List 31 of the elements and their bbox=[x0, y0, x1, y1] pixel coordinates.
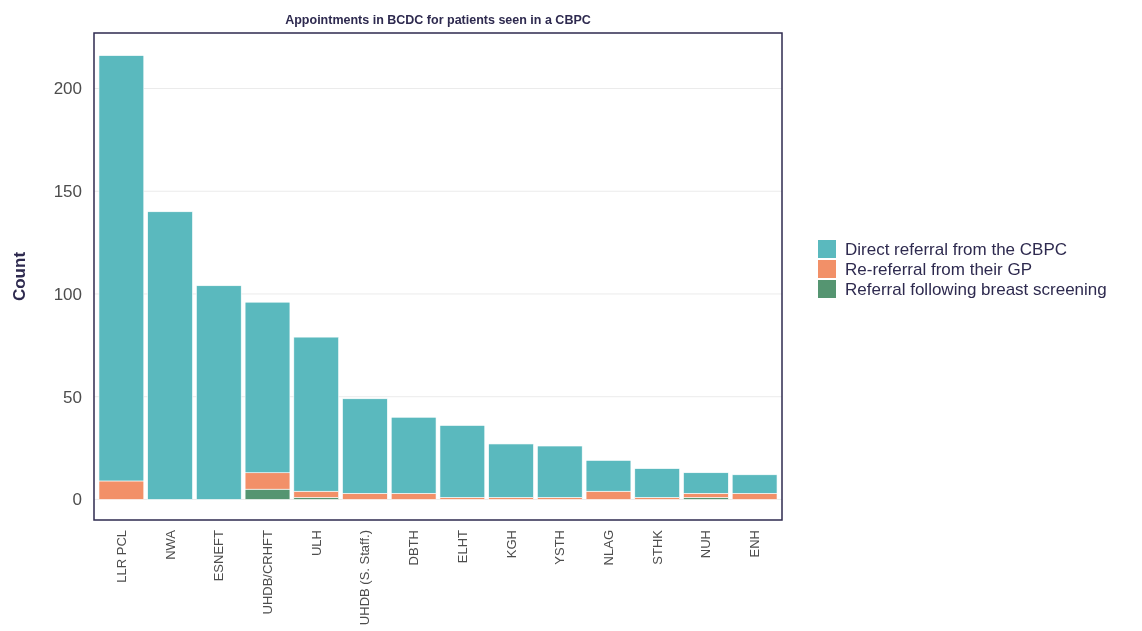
legend-label: Referral following breast screening bbox=[845, 279, 1107, 299]
bar bbox=[147, 211, 193, 500]
bar bbox=[488, 443, 534, 498]
y-axis-title: Count bbox=[10, 251, 29, 302]
x-tick-label: ENH bbox=[747, 530, 763, 558]
y-tick-label: 50 bbox=[63, 387, 82, 407]
x-tick-label: STHK bbox=[649, 529, 665, 565]
x-tick-label: KGH bbox=[503, 530, 519, 559]
x-tick-label: NLAG bbox=[601, 530, 617, 566]
y-tick-label: 200 bbox=[53, 79, 82, 99]
y-tick-label: 100 bbox=[53, 284, 82, 304]
x-tick-label: UHDB (S. Staff.) bbox=[357, 530, 373, 626]
y-tick-label: 0 bbox=[72, 490, 82, 510]
x-tick-label: ULH bbox=[308, 530, 324, 557]
chart-title: Appointments in BCDC for patients seen in a CBPC bbox=[285, 13, 591, 27]
legend-label: Re-referral from their GP bbox=[845, 259, 1033, 279]
y-tick-label: 150 bbox=[53, 182, 82, 202]
bar bbox=[196, 285, 242, 500]
x-tick-label: NWA bbox=[162, 529, 178, 560]
bar bbox=[634, 468, 680, 498]
x-tick-label: YSTH bbox=[552, 530, 568, 565]
x-tick-label: ESNEFT bbox=[211, 529, 227, 582]
x-tick-label: NUH bbox=[698, 530, 714, 559]
x-tick-label: UHDB/CRHFT bbox=[260, 529, 276, 615]
bar bbox=[439, 425, 486, 498]
legend-label: Direct referral from the CBPC bbox=[845, 239, 1067, 259]
x-tick-label: ELHT bbox=[454, 529, 470, 564]
x-tick-label: DBTH bbox=[406, 530, 422, 566]
x-tick-label: LLR PCL bbox=[113, 530, 129, 583]
bar bbox=[683, 472, 729, 494]
bar bbox=[537, 445, 583, 498]
